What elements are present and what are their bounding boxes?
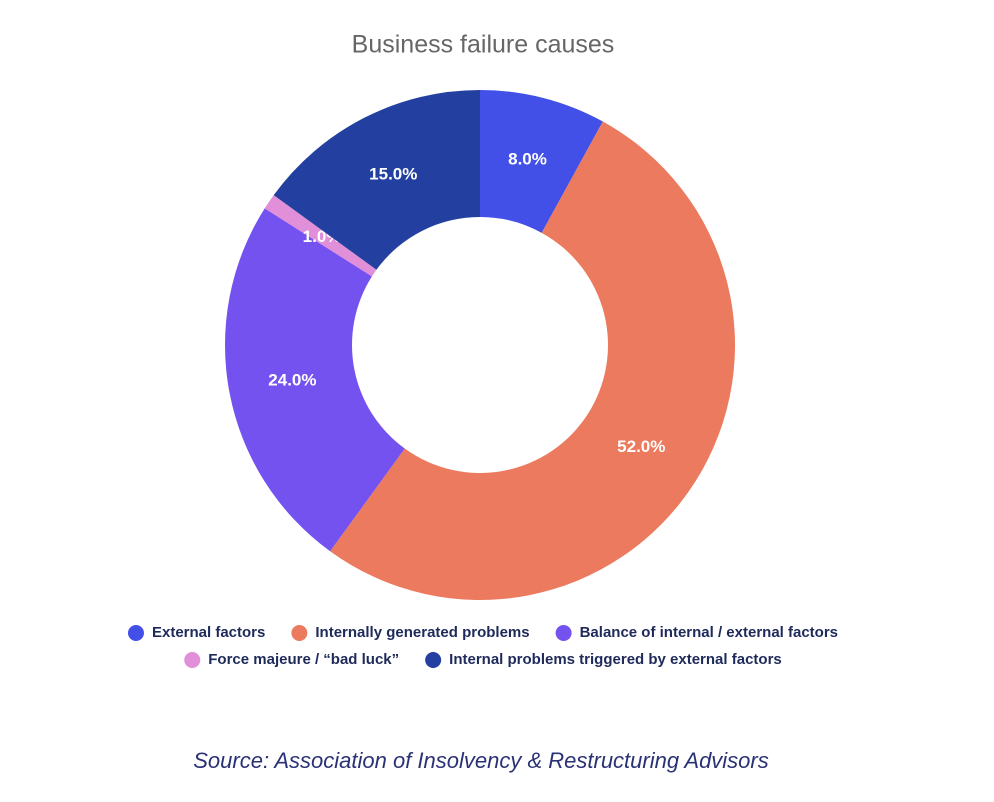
- legend-swatch: [184, 652, 201, 668]
- slice: [224, 208, 405, 552]
- legend-swatch: [555, 625, 572, 641]
- legend-label: Internal problems triggered by external …: [449, 651, 782, 668]
- value-label: 24.0%: [268, 370, 316, 389]
- legend-label: Force majeure / “bad luck”: [208, 651, 399, 668]
- legend-label: Internally generated problems: [315, 624, 529, 641]
- legend-swatch: [425, 652, 442, 668]
- value-label: 52.0%: [617, 437, 665, 456]
- slice: [330, 121, 735, 600]
- slice: [264, 195, 377, 277]
- legend-swatch: [127, 625, 144, 641]
- slice: [480, 90, 603, 233]
- value-label: 8.0%: [508, 149, 547, 168]
- source: Source: Association of Insolvency & Rest…: [193, 748, 769, 773]
- legend-row: Force majeure / “bad luck” Internal probl…: [184, 651, 782, 668]
- chart-title: Business failure causes: [352, 31, 615, 59]
- slice: [273, 90, 480, 270]
- legend-label: External factors: [152, 624, 265, 641]
- legend-label: Balance of internal / external factors: [580, 624, 838, 641]
- value-label: 15.0%: [369, 164, 417, 183]
- legend-swatch: [291, 625, 308, 641]
- legend-row: External factors Internally generated pro…: [127, 624, 838, 641]
